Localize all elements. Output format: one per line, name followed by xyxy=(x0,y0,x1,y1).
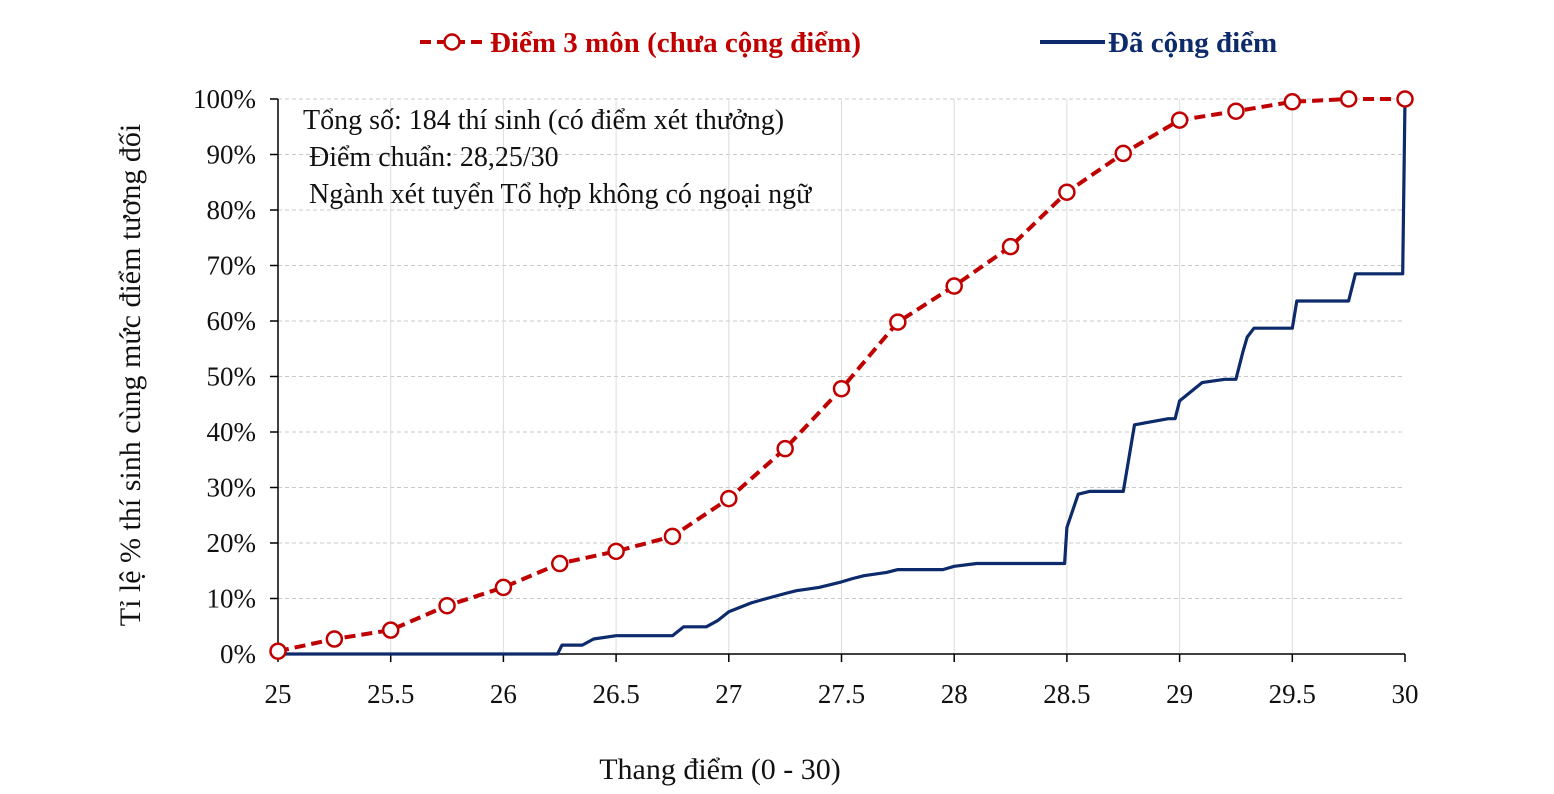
data-point-diem-3-mon xyxy=(551,554,569,573)
legend-item-series-2: Đã cộng điểm xyxy=(1040,27,1277,59)
legend: Điểm 3 môn (chưa cộng điểm) Đã cộng điểm xyxy=(420,27,1277,59)
legend-label-series-1: Điểm 3 môn (chưa cộng điểm) xyxy=(490,27,861,59)
y-tick-label: 100% xyxy=(193,84,256,114)
x-tick-label: 26.5 xyxy=(592,679,639,709)
data-point-diem-3-mon xyxy=(607,542,625,561)
data-point-diem-3-mon xyxy=(720,489,738,508)
annotation-box: Tổng số: 184 thí sinh (có điểm xét thưởn… xyxy=(303,105,812,210)
x-tick-label: 25 xyxy=(265,679,292,709)
y-tick-label: 10% xyxy=(207,584,257,614)
data-point-diem-3-mon xyxy=(269,642,287,660)
y-tick-label: 20% xyxy=(207,528,257,558)
y-tick-labels: 0% 10% 20% 30% 40% 50% 60% 70% 80% 90% 100% xyxy=(193,84,256,669)
x-tick-label: 27.5 xyxy=(818,679,865,709)
series-layer xyxy=(269,90,1414,660)
x-tick-label: 28 xyxy=(941,679,968,709)
annotation-major: Ngành xét tuyển Tổ hợp không có ngoại ng… xyxy=(309,179,812,210)
y-axis-title: Tỉ lệ % thí sinh cùng mức điểm tương đối xyxy=(114,124,147,627)
y-tick-label: 80% xyxy=(207,195,257,225)
data-point-diem-3-mon xyxy=(438,596,456,615)
x-tick-labels: 25 25.5 26 26.5 27 27.5 28 28.5 29 29.5 30 xyxy=(265,679,1419,709)
data-point-diem-3-mon xyxy=(1114,144,1132,163)
data-point-diem-3-mon xyxy=(832,379,851,398)
legend-item-series-1: Điểm 3 môn (chưa cộng điểm) xyxy=(420,27,861,59)
y-tick-label: 90% xyxy=(207,140,257,170)
x-tick-label: 29.5 xyxy=(1269,679,1316,709)
legend-marker-series-1 xyxy=(443,33,461,51)
x-tick-label: 30 xyxy=(1392,679,1419,709)
y-tick-label: 0% xyxy=(220,639,256,669)
grid-lines xyxy=(278,98,1405,654)
data-point-diem-3-mon xyxy=(1058,183,1076,201)
data-point-diem-3-mon xyxy=(1001,237,1020,256)
annotation-cutoff: Điểm chuẩn: 28,25/30 xyxy=(309,142,559,173)
annotation-total: Tổng số: 184 thí sinh (có điểm xét thưởn… xyxy=(303,105,784,136)
x-tick-label: 26 xyxy=(490,679,517,709)
data-point-diem-3-mon xyxy=(945,277,963,295)
data-point-diem-3-mon xyxy=(663,527,682,546)
legend-label-series-2: Đã cộng điểm xyxy=(1108,27,1277,59)
data-point-diem-3-mon xyxy=(1283,93,1302,111)
data-point-diem-3-mon xyxy=(1339,90,1358,108)
data-point-diem-3-mon xyxy=(1227,102,1245,120)
data-point-diem-3-mon xyxy=(1396,90,1414,108)
x-tick-label: 29 xyxy=(1166,679,1193,709)
y-tick-label: 70% xyxy=(207,251,257,281)
data-point-diem-3-mon xyxy=(1170,111,1189,129)
x-tick-label: 25.5 xyxy=(367,679,414,709)
data-point-diem-3-mon xyxy=(325,630,344,648)
y-tick-label: 60% xyxy=(207,306,257,336)
data-point-diem-3-mon xyxy=(889,313,907,331)
x-tick-label: 28.5 xyxy=(1043,679,1090,709)
data-point-diem-3-mon xyxy=(776,439,794,458)
x-tick-label: 27 xyxy=(715,679,742,709)
series-line-da-cong-diem xyxy=(278,98,1407,656)
data-point-diem-3-mon xyxy=(381,621,400,639)
data-point-diem-3-mon xyxy=(494,578,513,597)
y-tick-label: 40% xyxy=(207,417,257,447)
y-tick-label: 30% xyxy=(207,473,257,503)
y-tick-label: 50% xyxy=(207,362,257,392)
x-axis-title: Thang điểm (0 - 30) xyxy=(599,753,841,786)
